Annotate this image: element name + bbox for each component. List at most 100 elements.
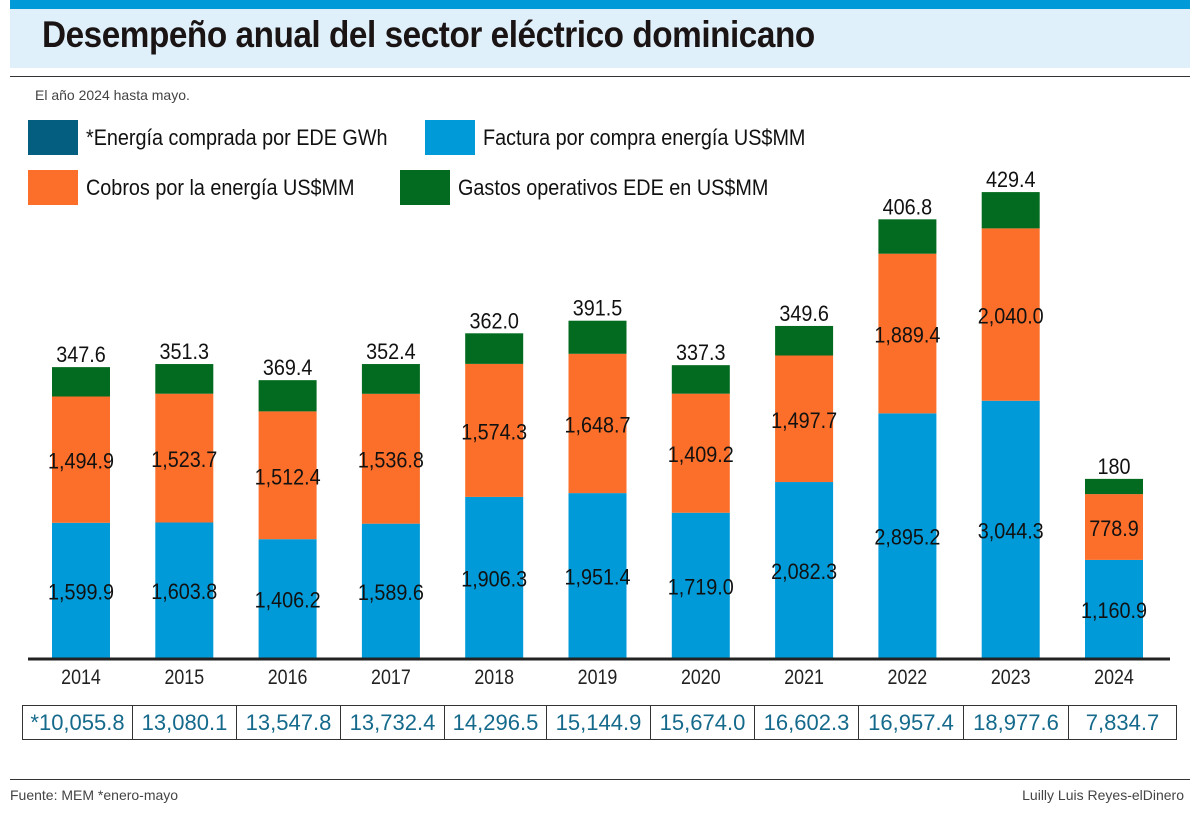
x-tick-label: 2021 [784, 666, 824, 690]
energy-cell-2023: 18,977.6 [964, 706, 1069, 739]
x-tick-label: 2016 [268, 666, 308, 690]
bar-cobros-2016 [258, 411, 317, 540]
legend-label-factura: Factura por compra energía US$MM [483, 124, 806, 150]
x-tick-label: 2014 [61, 666, 101, 690]
data-label-gastos: 349.6 [779, 302, 829, 326]
energy-cell-2022: 16,957.4 [859, 706, 964, 739]
data-label-factura: 1,589.6 [358, 581, 424, 605]
energy-cell-2024: 7,834.7 [1085, 710, 1160, 735]
data-label-gastos: 362.0 [469, 309, 519, 333]
data-label-factura: 1,719.0 [668, 575, 734, 599]
bar-factura-2017 [361, 523, 420, 658]
energy-cell-2019: 15,144.9 [547, 706, 651, 739]
data-label-factura: 1,599.9 [48, 580, 114, 604]
bar-factura-2014 [52, 522, 110, 658]
bar-factura-2020 [671, 512, 730, 658]
bar-factura-2018 [465, 496, 524, 658]
x-tick-label: 2020 [681, 666, 721, 690]
bar-gastos-2021 [775, 325, 834, 356]
top-accent-bar [10, 0, 1190, 9]
x-tick-label: 2018 [474, 666, 514, 690]
divider-bottom [10, 779, 1190, 780]
x-tick-label: 2024 [1094, 666, 1134, 690]
data-label-cobros: 1,523.7 [151, 448, 217, 472]
bar-factura-2016 [258, 539, 317, 658]
bar-factura-2021 [775, 482, 834, 658]
legend-label-cobros: Cobros por la energía US$MM [86, 174, 355, 200]
x-tick-label: 2022 [888, 666, 928, 690]
legend-item-factura: Factura por compra energía US$MM [425, 120, 841, 155]
bar-cobros-2022 [878, 253, 937, 414]
title-banner [10, 9, 1190, 68]
bar-gastos-2017 [361, 364, 420, 394]
bar-cobros-2021 [775, 355, 834, 483]
energy-cell-2020: 15,674.0 [651, 706, 755, 739]
legend-swatch-gastos [400, 170, 450, 205]
bar-gastos-2014 [52, 367, 110, 397]
data-label-cobros: 778.9 [1089, 517, 1139, 541]
legend-label-energia: *Energía comprada por EDE GWh [86, 124, 388, 150]
x-tick-label: 2017 [371, 666, 411, 690]
bar-cobros-2020 [671, 393, 730, 513]
data-label-gastos: 429.4 [986, 168, 1036, 192]
data-label-cobros: 1,409.2 [668, 443, 734, 467]
data-label-cobros: 1,574.3 [461, 420, 527, 444]
data-label-factura: 2,895.2 [874, 526, 940, 550]
bar-cobros-2015 [155, 393, 214, 523]
energy-cell-2015: 13,080.1 [133, 706, 237, 739]
bar-cobros-2018 [465, 363, 524, 497]
bar-cobros-2019 [568, 353, 627, 494]
bar-cobros-2023 [981, 228, 1040, 401]
data-label-factura: 2,082.3 [771, 560, 837, 584]
data-label-gastos: 406.8 [883, 195, 933, 219]
data-label-gastos: 352.4 [366, 340, 416, 364]
stacked-bar-chart: 1,599.9 1,494.9 347.6 2014 1,603.8 1,523.7 351… [28, 168, 1170, 690]
bar-factura-2019 [568, 493, 627, 658]
data-label-gastos: 391.5 [573, 297, 623, 321]
data-label-cobros: 1,512.4 [255, 465, 321, 489]
bar-factura-2015 [155, 522, 214, 658]
data-label-gastos: 337.3 [676, 341, 726, 365]
legend-swatch-factura [425, 120, 475, 155]
x-tick-label: 2015 [164, 666, 204, 690]
data-label-factura: 1,951.4 [564, 566, 630, 590]
data-label-gastos: 351.3 [160, 340, 210, 364]
x-tick-label: 2023 [991, 666, 1031, 690]
source-note: Fuente: MEM *enero-mayo [10, 787, 179, 803]
data-label-gastos: 180 [1097, 455, 1130, 479]
bar-factura-2022 [878, 413, 937, 658]
bar-gastos-2015 [155, 364, 214, 394]
bar-factura-2023 [981, 400, 1040, 658]
data-label-factura: 3,044.3 [978, 519, 1044, 543]
legend-item-gastos: Gastos operativos EDE en US$MM [400, 170, 803, 205]
data-label-factura: 1,603.8 [151, 580, 217, 604]
bar-gastos-2020 [671, 365, 730, 394]
data-label-gastos: 369.4 [263, 356, 313, 380]
bar-cobros-2014 [52, 396, 110, 523]
chart-subtitle: El año 2024 hasta mayo. [35, 87, 190, 103]
energy-cell-2018: 14,296.5 [445, 706, 547, 739]
energy-cell-2016: 13,547.8 [237, 706, 341, 739]
bar-cobros-2024 [1085, 494, 1143, 560]
data-label-factura: 1,160.9 [1081, 599, 1147, 623]
energy-cell-2014: *10,055.8 [23, 706, 133, 739]
data-label-cobros: 1,889.4 [874, 324, 940, 348]
energy-cell-2021: 16,602.3 [755, 706, 859, 739]
legend-label-gastos: Gastos operativos EDE en US$MM [458, 174, 769, 200]
bar-gastos-2018 [465, 333, 524, 364]
chart-title: Desempeño anual del sector eléctrico dom… [42, 14, 815, 55]
data-label-cobros: 1,648.7 [564, 414, 630, 438]
legend-swatch-energia [28, 120, 78, 155]
bar-gastos-2024 [1085, 478, 1143, 495]
energy-purchased-table: *10,055.8 13,080.1 13,547.8 13,732.4 14,296.… [22, 705, 1177, 740]
energy-cell-2017: 13,732.4 [341, 706, 445, 739]
data-label-factura: 1,406.2 [255, 589, 321, 613]
data-label-gastos: 347.6 [56, 343, 106, 367]
author-credit: Luilly Luis Reyes-elDinero [1022, 787, 1184, 803]
data-label-cobros: 1,494.9 [48, 450, 114, 474]
data-label-cobros: 1,536.8 [358, 449, 424, 473]
x-tick-label: 2019 [578, 666, 618, 690]
data-label-cobros: 2,040.0 [978, 305, 1044, 329]
legend-item-cobros: Cobros por la energía US$MM [28, 170, 384, 205]
bar-gastos-2023 [981, 192, 1040, 229]
